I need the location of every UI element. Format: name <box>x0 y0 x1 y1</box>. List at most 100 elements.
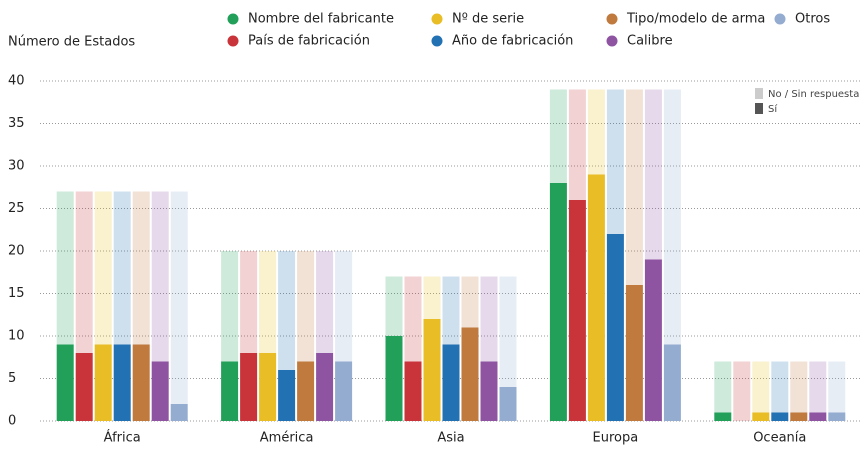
bar-no <box>94 191 112 345</box>
bar-no <box>809 361 827 413</box>
x-tick-label: Oceanía <box>753 431 806 446</box>
bar-no <box>132 191 150 345</box>
bar-no <box>733 361 751 421</box>
bar-yes <box>278 370 296 421</box>
bar-yes <box>94 344 112 421</box>
bar-no <box>170 191 188 404</box>
bar-no <box>316 251 334 353</box>
bar-yes <box>404 361 422 421</box>
stack-legend-swatch <box>755 103 763 114</box>
bar-no <box>663 89 681 345</box>
bar-no <box>771 361 789 413</box>
legend-label: País de fabricación <box>248 34 370 49</box>
y-tick-label: 20 <box>8 244 25 259</box>
x-tick-label: Asia <box>437 431 464 446</box>
bar-no <box>335 251 353 362</box>
bar-yes <box>644 259 662 421</box>
x-tick-label: América <box>260 431 314 446</box>
bar-yes <box>790 412 808 421</box>
bar-yes <box>663 344 681 421</box>
y-axis-label: Número de Estados <box>8 35 135 50</box>
bar-no <box>480 276 498 362</box>
bar-yes <box>75 353 93 421</box>
stack-legend-swatch <box>755 88 763 99</box>
bar-yes <box>259 353 277 421</box>
bar-no <box>568 89 586 200</box>
bar-no <box>423 276 441 319</box>
bar-no <box>75 191 93 353</box>
bar-no <box>461 276 479 328</box>
bar-no <box>240 251 258 353</box>
stack-legend-label: Sí <box>768 103 778 115</box>
bar-no <box>259 251 277 353</box>
bar-yes <box>221 361 239 421</box>
y-tick-label: 25 <box>8 201 25 216</box>
legend-swatch <box>606 13 618 25</box>
bar-no <box>113 191 131 345</box>
legend-label: Tipo/modelo de arma <box>626 12 765 27</box>
legend-swatch <box>431 35 443 47</box>
bar-no <box>442 276 460 345</box>
bar-no <box>587 89 605 175</box>
y-tick-label: 5 <box>8 371 16 386</box>
bar-yes <box>549 183 567 421</box>
bar-no <box>278 251 296 370</box>
y-tick-label: 0 <box>8 414 16 429</box>
y-tick-label: 40 <box>8 74 25 89</box>
bar-yes <box>461 327 479 421</box>
legend-swatch <box>606 35 618 47</box>
bar-yes <box>170 404 188 421</box>
x-tick-label: Europa <box>593 431 639 446</box>
bar-yes <box>752 412 770 421</box>
bar-yes <box>132 344 150 421</box>
legend-swatch <box>227 13 239 25</box>
stack-legend-label: No / Sin respuesta <box>768 89 859 100</box>
bar-no <box>499 276 517 387</box>
bar-yes <box>385 336 403 421</box>
bar-no <box>56 191 74 345</box>
bar-yes <box>297 361 315 421</box>
bar-no <box>790 361 808 413</box>
legend-swatch <box>774 13 786 25</box>
y-tick-label: 15 <box>8 286 25 301</box>
bar-yes <box>568 200 586 421</box>
legend-label: Año de fabricación <box>452 34 573 49</box>
bar-yes <box>828 412 846 421</box>
bar-no <box>151 191 169 362</box>
bar-yes <box>151 361 169 421</box>
bar-yes <box>56 344 74 421</box>
bar-yes <box>480 361 498 421</box>
bar-no <box>297 251 315 362</box>
bar-no <box>714 361 732 413</box>
bar-yes <box>606 234 624 421</box>
bar-yes <box>442 344 460 421</box>
bar-no <box>385 276 403 336</box>
bar-yes <box>587 174 605 421</box>
legend-label: Nº de serie <box>452 12 524 27</box>
bar-yes <box>423 319 441 421</box>
y-tick-label: 30 <box>8 159 25 174</box>
y-tick-label: 10 <box>8 329 25 344</box>
legend-swatch <box>431 13 443 25</box>
bar-no <box>828 361 846 413</box>
bar-yes <box>335 361 353 421</box>
bar-no <box>221 251 239 362</box>
bar-yes <box>809 412 827 421</box>
bar-yes <box>240 353 258 421</box>
y-tick-label: 35 <box>8 116 25 131</box>
bar-yes <box>499 387 517 421</box>
bar-no <box>644 89 662 260</box>
legend-swatch <box>227 35 239 47</box>
x-tick-label: África <box>104 430 141 446</box>
legend-label: Nombre del fabricante <box>248 12 394 27</box>
bar-no <box>404 276 422 362</box>
bar-yes <box>771 412 789 421</box>
bar-no <box>625 89 643 285</box>
bar-yes <box>316 353 334 421</box>
bar-yes <box>714 412 732 421</box>
bar-no <box>606 89 624 234</box>
bar-no <box>549 89 567 183</box>
bar-yes <box>625 285 643 421</box>
bar-no <box>752 361 770 413</box>
